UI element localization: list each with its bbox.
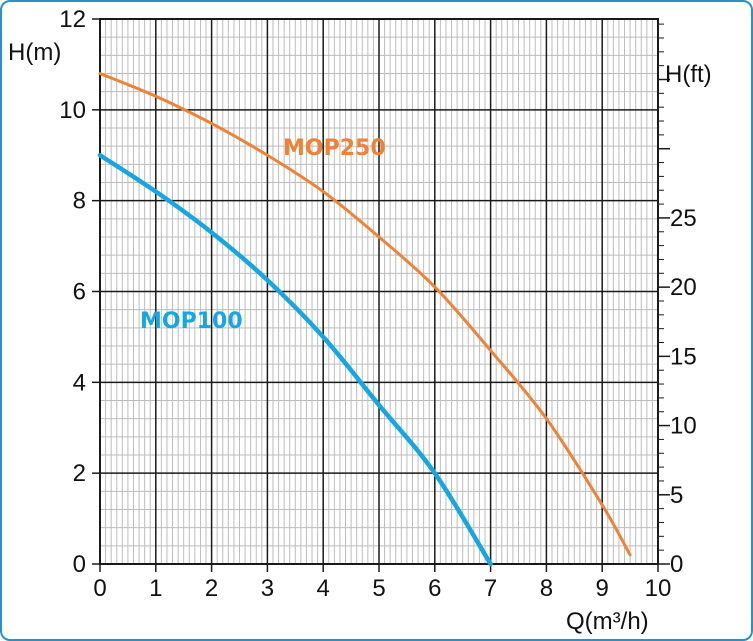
- y-tick-label: 6: [73, 279, 86, 306]
- y-tick-label: 8: [73, 188, 86, 215]
- y2-tick-label: 15: [670, 343, 697, 370]
- y-tick-label: 2: [73, 460, 86, 487]
- axis-ticks: [92, 18, 670, 572]
- y2-tick-label: 25: [670, 205, 697, 232]
- y-tick-label: 4: [73, 369, 86, 396]
- series-line-mop250: [98, 72, 632, 557]
- y-tick-label: 10: [59, 97, 86, 124]
- x-tick-label: 5: [372, 575, 385, 602]
- y2-tick-label: 20: [670, 274, 697, 301]
- x-tick-label: 0: [93, 575, 106, 602]
- y2-tick-label: 0: [670, 551, 683, 578]
- series-label-mop100: MOP100: [140, 309, 243, 334]
- x-tick-label: 3: [261, 575, 274, 602]
- x-tick-label: 7: [484, 575, 497, 602]
- x-tick-label: 4: [317, 575, 330, 602]
- x-tick-label: 6: [428, 575, 441, 602]
- x-tick-label: 2: [205, 575, 218, 602]
- series-line-mop100: [97, 153, 493, 567]
- y2-tick-label: 10: [670, 413, 697, 440]
- x-tick-label: 10: [645, 575, 672, 602]
- series-curves: [97, 72, 632, 567]
- x-tick-label: 9: [596, 575, 609, 602]
- series-label-mop250: MOP250: [283, 136, 386, 161]
- x-axis-label: Q(m³/h): [566, 608, 649, 635]
- y-axis-label: H(m): [8, 39, 61, 66]
- y2-tick-label: 5: [670, 482, 683, 509]
- y-tick-label: 12: [59, 6, 86, 33]
- x-tick-label: 8: [540, 575, 553, 602]
- x-tick-label: 1: [149, 575, 162, 602]
- y-tick-label: 0: [73, 551, 86, 578]
- y2-axis-label: H(ft): [665, 61, 712, 88]
